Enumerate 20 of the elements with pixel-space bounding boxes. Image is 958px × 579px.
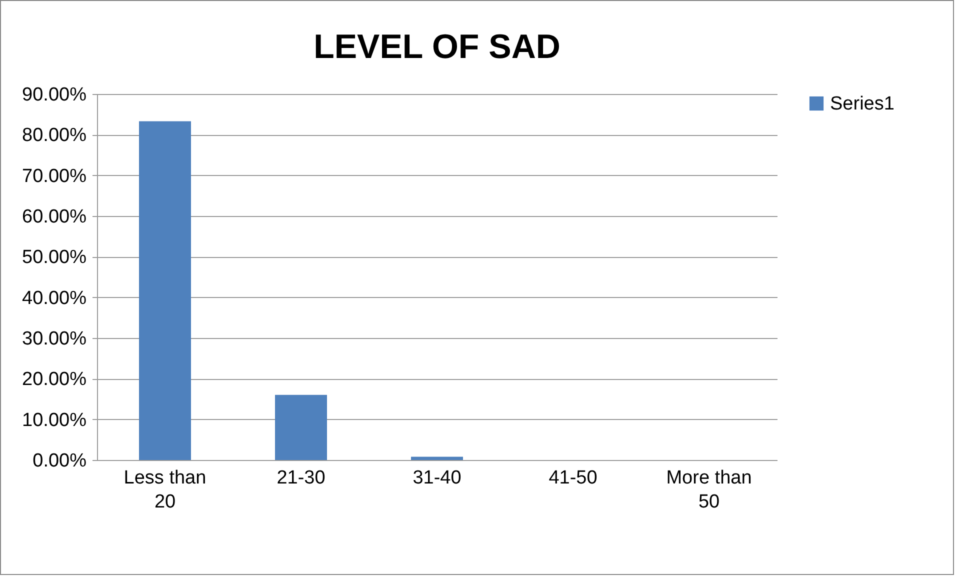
y-tick-label: 50.00% xyxy=(22,247,87,268)
y-tick-label: 40.00% xyxy=(22,288,87,309)
bar xyxy=(275,394,327,460)
x-tick-label: Less than 20 xyxy=(124,468,206,512)
y-tick-label: 20.00% xyxy=(22,369,87,390)
y-tick-label: 10.00% xyxy=(22,410,87,431)
y-tick-label: 30.00% xyxy=(22,328,87,350)
y-tick-label: 80.00% xyxy=(22,125,87,146)
x-tick-label: 21-30 xyxy=(276,468,326,488)
y-tick-label: 60.00% xyxy=(22,206,87,228)
y-tick-label: 70.00% xyxy=(22,166,87,187)
x-tick-label: 31-40 xyxy=(412,468,462,488)
chart-title: LEVEL OF SAD xyxy=(314,28,560,66)
x-tick-label: More than 50 xyxy=(666,468,752,512)
y-tick-label: 90.00% xyxy=(22,84,87,106)
x-tick-label: 41-50 xyxy=(548,468,598,488)
y-tick-label: 0.00% xyxy=(32,450,87,472)
bar xyxy=(139,121,191,460)
legend-label: Series1 xyxy=(830,94,894,114)
bar xyxy=(411,456,463,460)
